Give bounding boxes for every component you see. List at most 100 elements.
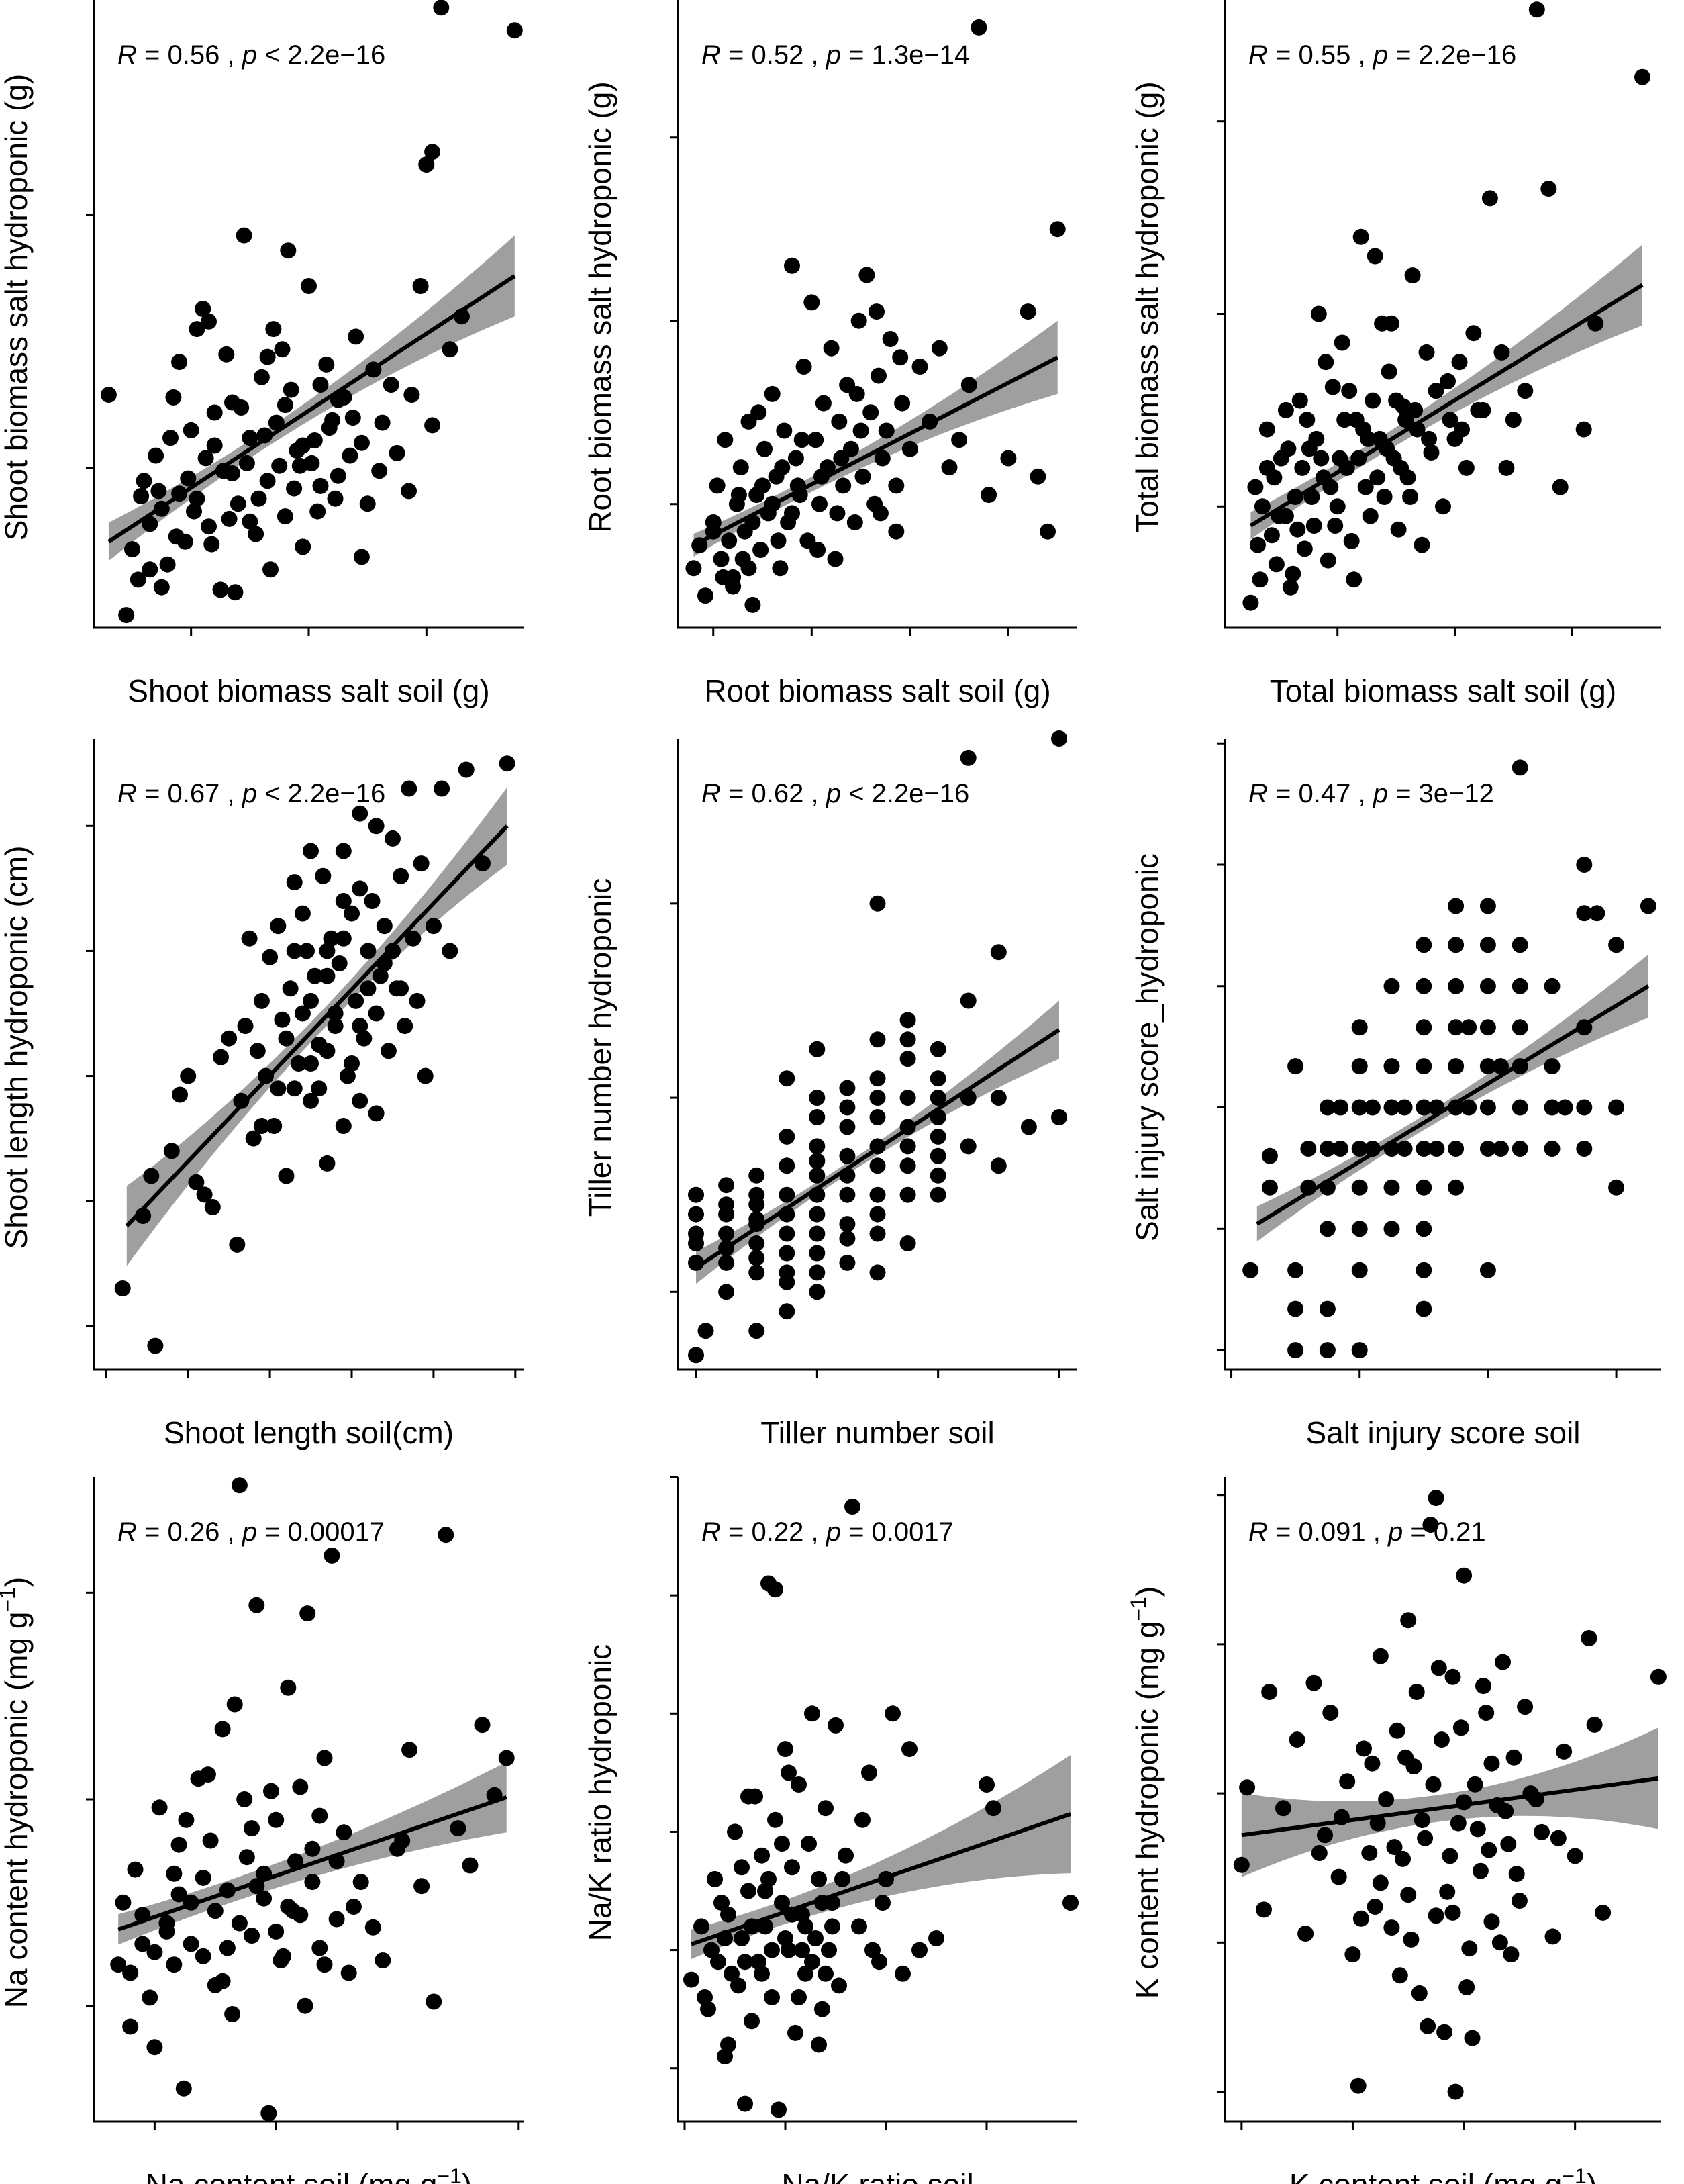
data-point <box>268 1811 285 1828</box>
data-point <box>1493 344 1510 361</box>
data-point <box>207 1903 224 1919</box>
data-point <box>172 1086 188 1103</box>
data-point <box>385 830 401 847</box>
data-point <box>506 22 523 39</box>
data-point <box>413 1878 430 1895</box>
data-point <box>688 1235 704 1251</box>
data-point <box>951 432 968 448</box>
data-point <box>433 0 450 16</box>
y-axis-label: Na content hydroponic (mg g−1) <box>0 1577 34 2008</box>
data-point <box>901 440 918 457</box>
data-point <box>214 1721 231 1738</box>
data-point <box>1587 315 1604 332</box>
data-point <box>1320 552 1336 569</box>
data-point <box>1287 1342 1304 1359</box>
data-point <box>717 432 734 448</box>
data-point <box>1396 1141 1413 1157</box>
data-point <box>316 1956 333 1973</box>
data-point <box>335 930 352 947</box>
data-point <box>1428 383 1444 399</box>
data-point <box>764 385 781 402</box>
data-point <box>1634 68 1650 85</box>
data-point <box>1512 759 1528 776</box>
data-point <box>1397 1749 1414 1766</box>
data-point <box>1512 937 1528 953</box>
data-point <box>748 1249 765 1266</box>
data-point <box>1511 1893 1528 1909</box>
data-point <box>134 1936 151 1952</box>
data-point <box>764 1942 780 1958</box>
scatter-panel-5: Tiller number soil Tiller number hydropon… <box>583 730 1077 1450</box>
data-point <box>425 918 442 935</box>
data-point <box>791 1776 807 1793</box>
data-point <box>1258 421 1275 438</box>
data-point <box>327 490 344 507</box>
data-point <box>1460 1019 1477 1036</box>
x-axis-label: Salt injury score soil <box>1305 1415 1580 1450</box>
data-point <box>748 1235 765 1251</box>
data-point <box>835 477 852 494</box>
data-point <box>1275 1800 1291 1817</box>
data-point <box>1481 1842 1497 1858</box>
data-point <box>740 560 757 577</box>
data-point <box>734 1930 750 1946</box>
data-point <box>188 1174 205 1190</box>
data-point <box>201 313 217 330</box>
data-point <box>777 1930 793 1946</box>
x-axis-label: Total biomass salt soil (g) <box>1270 673 1616 708</box>
data-point <box>151 1799 168 1816</box>
data-point <box>118 607 135 624</box>
data-point <box>280 1679 297 1696</box>
data-point <box>383 377 399 393</box>
data-point <box>1297 1926 1314 1942</box>
data-point <box>434 780 450 797</box>
data-point <box>143 1168 160 1184</box>
data-point <box>1311 1845 1328 1861</box>
data-point <box>1397 412 1414 428</box>
data-point <box>797 1965 813 1982</box>
data-point <box>229 1236 246 1253</box>
data-point <box>186 503 202 520</box>
data-point <box>286 874 303 891</box>
data-point <box>801 1836 817 1852</box>
data-point <box>1576 1141 1593 1157</box>
data-point <box>266 1118 283 1134</box>
data-point <box>212 581 229 598</box>
data-point <box>203 536 220 553</box>
data-point <box>869 1109 886 1125</box>
data-point <box>985 1800 1001 1817</box>
data-point <box>1451 354 1468 371</box>
y-axis-label: Salt injury score_hydroponic <box>1130 853 1165 1241</box>
data-point <box>1567 1848 1583 1864</box>
data-point <box>353 434 370 451</box>
regression-line <box>107 274 516 544</box>
data-point <box>1498 459 1515 476</box>
data-point <box>214 1973 231 1989</box>
data-point <box>839 1080 856 1096</box>
data-point <box>756 440 773 457</box>
data-point <box>1465 325 1482 342</box>
data-point <box>1576 857 1593 873</box>
data-point <box>1416 1179 1432 1196</box>
data-point <box>1391 1967 1408 1984</box>
data-point <box>292 1778 309 1795</box>
data-point <box>201 518 217 535</box>
data-point <box>779 1157 795 1174</box>
data-point <box>1586 1716 1603 1733</box>
data-point <box>1608 1179 1625 1196</box>
data-point <box>869 1157 886 1174</box>
data-point <box>294 905 311 922</box>
data-point <box>418 156 435 173</box>
data-point <box>894 395 911 412</box>
data-point <box>1287 1262 1304 1278</box>
data-point <box>979 1776 995 1793</box>
data-point <box>718 1225 735 1242</box>
data-point <box>1350 2077 1367 2094</box>
data-point <box>352 880 368 897</box>
data-point <box>899 1138 916 1155</box>
data-point <box>1277 401 1294 418</box>
data-point <box>713 551 730 567</box>
data-point <box>697 587 713 604</box>
data-point <box>730 1977 746 1994</box>
data-point <box>784 505 800 522</box>
